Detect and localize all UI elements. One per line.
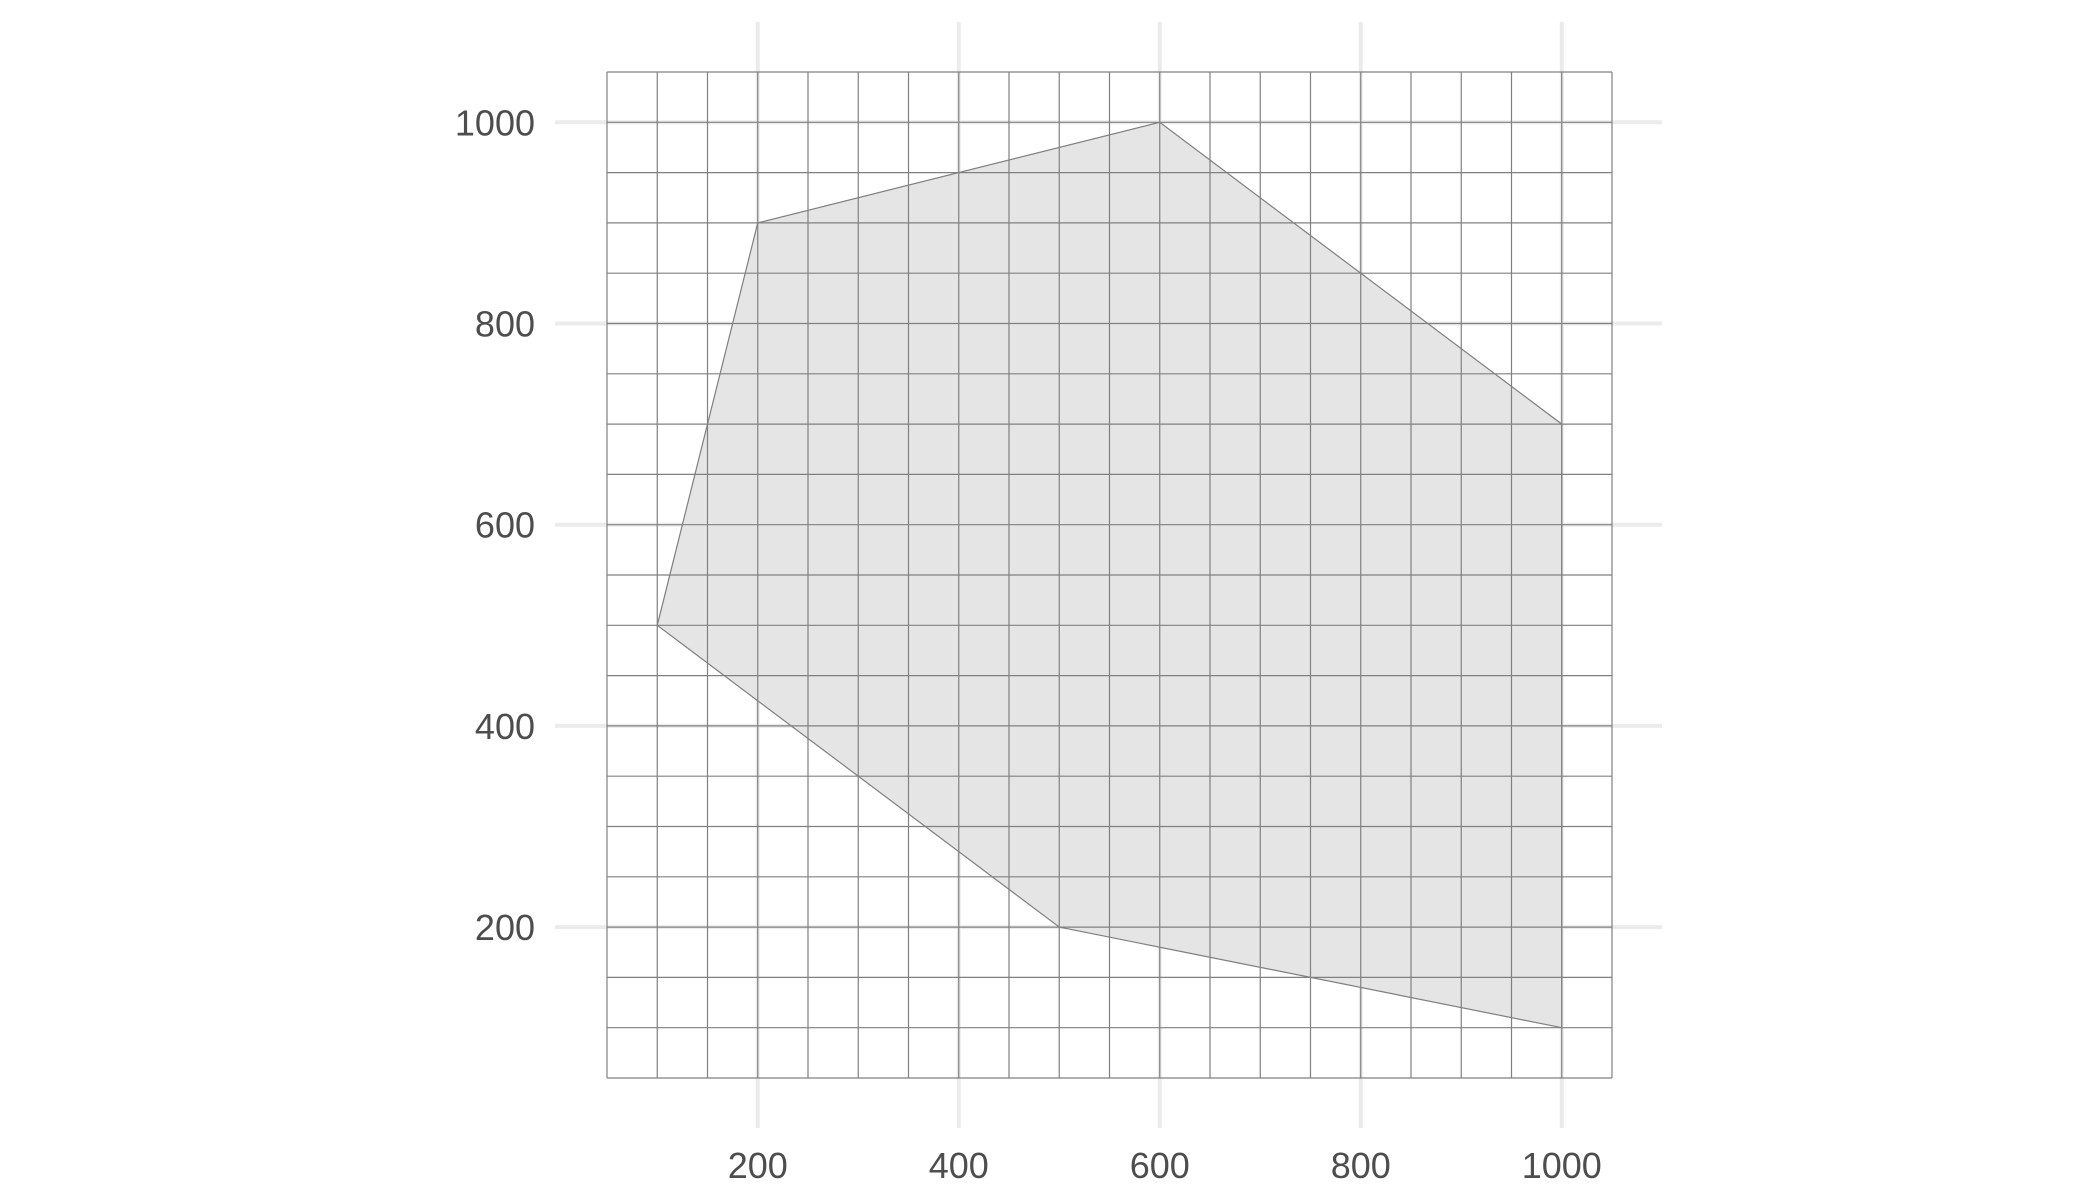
y-tick-label: 1000 [455, 102, 535, 143]
x-tick-label: 400 [929, 1145, 989, 1186]
y-axis: 200 400 600 800 1000 [455, 102, 535, 948]
x-axis: 200 400 600 800 1000 [728, 1145, 1602, 1186]
x-tick-label: 600 [1130, 1145, 1190, 1186]
y-tick-label: 200 [475, 907, 535, 948]
x-tick-label: 200 [728, 1145, 788, 1186]
cell-grid [606, 71, 1613, 1079]
x-tick-label: 800 [1331, 1145, 1391, 1186]
x-tick-label: 1000 [1522, 1145, 1602, 1186]
y-tick-label: 600 [475, 505, 535, 546]
y-tick-label: 800 [475, 304, 535, 345]
y-tick-label: 400 [475, 706, 535, 747]
